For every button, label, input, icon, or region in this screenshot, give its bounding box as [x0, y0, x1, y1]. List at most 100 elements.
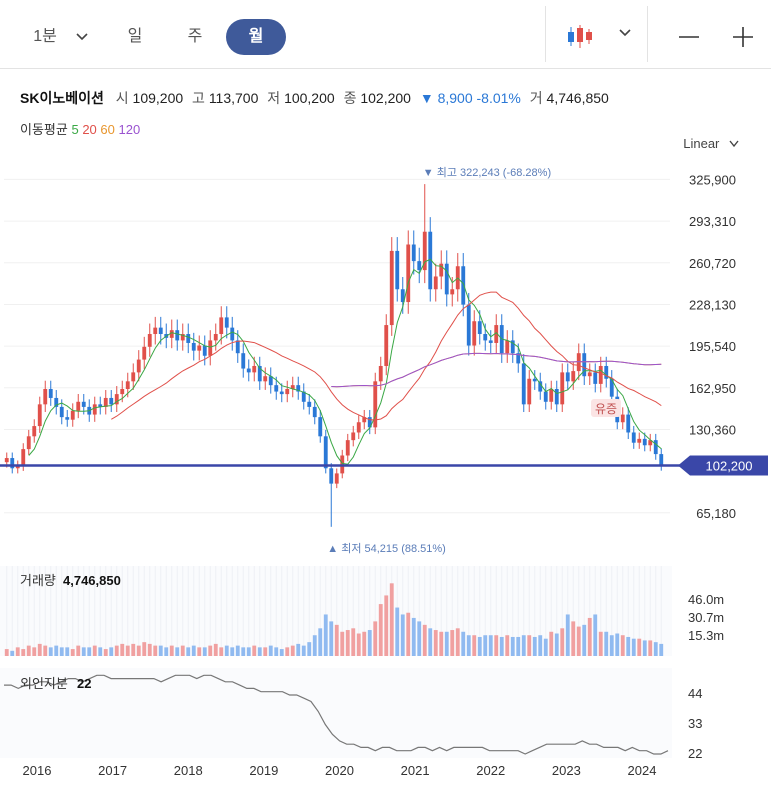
volume-bar	[384, 595, 389, 656]
foreign-value: 22	[77, 676, 91, 691]
volume-bar	[477, 636, 482, 656]
candle	[598, 365, 603, 384]
volume-bar	[345, 630, 350, 656]
candle	[422, 231, 427, 271]
chevron-down-icon[interactable]	[619, 28, 631, 38]
candle	[15, 465, 20, 469]
volume-bar	[604, 631, 609, 656]
y-tick-label: 130,360	[689, 422, 736, 437]
volume-bar	[285, 647, 290, 656]
high-value: 113,700	[208, 90, 259, 106]
candle	[70, 410, 75, 420]
zoom-out-icon[interactable]	[678, 26, 700, 48]
chevron-down-icon[interactable]	[76, 32, 88, 42]
foreign-ownership-line	[4, 674, 669, 755]
volume-bar	[59, 647, 64, 656]
price-summary: SK이노베이션 시 109,200 고 113,700 저 100,200 종 …	[20, 88, 614, 108]
candle	[202, 345, 207, 356]
volume-tick-label: 46.0m	[688, 592, 724, 607]
candle	[257, 365, 262, 382]
candle	[565, 372, 570, 382]
candle	[4, 458, 9, 463]
volume-bar	[252, 645, 257, 656]
candle	[362, 417, 367, 423]
toolbar-divider	[545, 6, 546, 62]
candle	[197, 345, 202, 351]
volume-bar	[268, 645, 273, 656]
candle	[373, 381, 378, 428]
timeframe-week-button[interactable]: 주	[172, 19, 218, 55]
x-tick-label: 2017	[98, 763, 127, 778]
volume-bar	[499, 636, 504, 656]
volume-bar	[307, 642, 312, 656]
candle	[81, 401, 86, 407]
volume-bar	[587, 617, 592, 656]
x-tick-label: 2018	[174, 763, 203, 778]
candle	[21, 449, 26, 466]
scale-selector[interactable]: Linear	[683, 136, 739, 151]
volume-bar	[615, 633, 620, 656]
volume-value: 4,746,850	[546, 90, 609, 106]
volume-bar	[428, 628, 433, 656]
volume-bar	[279, 649, 284, 656]
candle	[279, 391, 284, 395]
event-label: 유증	[595, 402, 617, 416]
candle	[571, 371, 576, 382]
timeframe-label: 일	[127, 28, 143, 45]
timeframe-day-button[interactable]: 일	[112, 19, 158, 55]
volume-bar	[103, 649, 108, 656]
candlestick-icon[interactable]	[566, 24, 596, 50]
volume-bar	[543, 638, 548, 656]
candle	[395, 250, 400, 290]
volume-bar	[76, 645, 81, 656]
volume-bar	[373, 621, 378, 656]
low-annotation: ▲ 최저 54,215 (88.51%)	[327, 542, 446, 555]
candle	[48, 389, 53, 398]
volume-bar	[576, 626, 581, 656]
candle	[147, 334, 152, 347]
ma-60: 60	[100, 122, 115, 137]
volume-bar	[21, 649, 26, 656]
candle	[142, 346, 147, 360]
change-value: ▼ 8,900	[419, 90, 473, 106]
candle	[268, 376, 273, 386]
candle	[246, 368, 251, 373]
candle	[626, 414, 631, 433]
candle	[400, 289, 405, 303]
volume-bar	[554, 633, 559, 656]
volume-bar	[450, 630, 455, 656]
candle	[433, 276, 438, 290]
volume-bar	[202, 647, 207, 656]
timeframe-month-button[interactable]: 월	[226, 19, 286, 55]
volume-bar	[125, 645, 130, 656]
volume-bar	[598, 631, 603, 656]
volume-bar	[329, 621, 334, 656]
y-tick-label: 260,720	[689, 256, 736, 271]
volume-bar	[109, 647, 114, 656]
candle	[428, 231, 433, 290]
volume-bar	[637, 638, 642, 656]
ma-5: 5	[71, 122, 79, 137]
candle	[488, 340, 493, 343]
candle	[334, 473, 339, 484]
volume-bar	[131, 643, 136, 656]
current-price-tag	[678, 455, 768, 476]
candle	[532, 378, 537, 382]
volume-tick-label: 15.3m	[688, 628, 724, 643]
volume-bar	[472, 635, 477, 656]
timeframe-1min-button[interactable]: 1분	[18, 19, 72, 55]
y-tick-label: 293,310	[689, 214, 736, 229]
volume-bar	[362, 631, 367, 656]
candle	[345, 440, 350, 456]
volume-bar	[147, 643, 152, 656]
candle	[631, 432, 636, 443]
candle	[263, 376, 268, 382]
volume-bar	[461, 631, 466, 656]
zoom-in-icon[interactable]	[732, 26, 754, 48]
candle	[560, 372, 565, 405]
close-label: 종	[343, 90, 357, 106]
volume-bar	[609, 635, 614, 656]
candle	[285, 389, 290, 395]
volume-bar	[367, 630, 372, 656]
